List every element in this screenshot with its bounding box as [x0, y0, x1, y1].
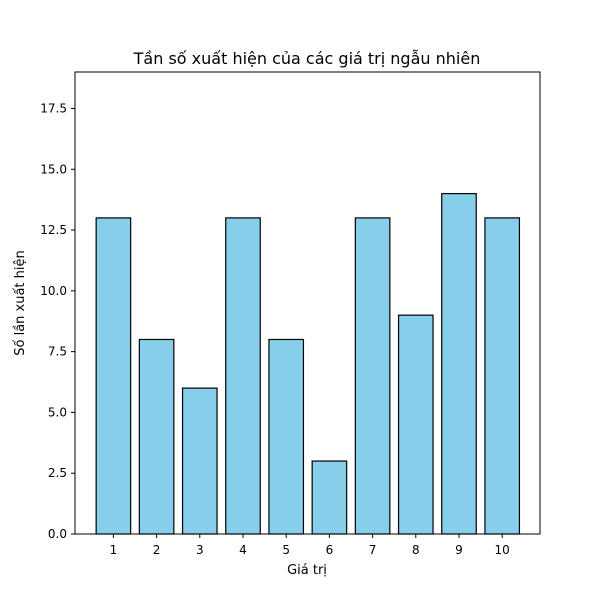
- y-tick-label: 15.0: [40, 162, 67, 176]
- y-tick-label: 2.5: [48, 466, 67, 480]
- bar-6: [311, 460, 348, 535]
- bar-7: [354, 217, 391, 535]
- x-tick-label: 10: [495, 543, 510, 557]
- x-tick-label: 5: [282, 543, 290, 557]
- x-axis-ticks: 1 2 3 4 5 6 7 8 9 10: [110, 534, 510, 557]
- y-tick-label: 17.5: [40, 101, 67, 115]
- x-tick-label: 4: [239, 543, 247, 557]
- x-tick-label: 7: [369, 543, 377, 557]
- x-tick-label: 3: [196, 543, 204, 557]
- bar-8: [397, 314, 434, 535]
- y-tick-label: 0.0: [48, 527, 67, 541]
- y-tick-label: 10.0: [40, 284, 67, 298]
- x-tick-label: 2: [153, 543, 161, 557]
- bars-group: [95, 192, 521, 535]
- y-tick-label: 7.5: [48, 345, 67, 359]
- x-tick-label: 8: [412, 543, 420, 557]
- bar-10: [484, 217, 521, 535]
- x-tick-label: 1: [110, 543, 118, 557]
- chart-title: Tần số xuất hiện của các giá trị ngẫu nh…: [133, 49, 481, 68]
- bar-3: [181, 387, 218, 535]
- bar-1: [95, 217, 132, 535]
- x-tick-label: 9: [455, 543, 463, 557]
- bar-4: [225, 217, 261, 535]
- bar-5: [268, 338, 305, 535]
- y-tick-label: 5.0: [48, 405, 67, 419]
- x-axis-label: Giá trị: [287, 563, 327, 578]
- bar-9: [441, 192, 477, 535]
- y-axis-label: Số lần xuất hiện: [13, 250, 28, 356]
- y-tick-label: 12.5: [40, 223, 67, 237]
- bar-2: [138, 338, 175, 535]
- y-axis-ticks: 0.0 2.5 5.0 7.5 10.0 12.5 15.0 17.5: [40, 101, 75, 541]
- x-tick-label: 6: [326, 543, 334, 557]
- plot-frame: [74, 71, 541, 535]
